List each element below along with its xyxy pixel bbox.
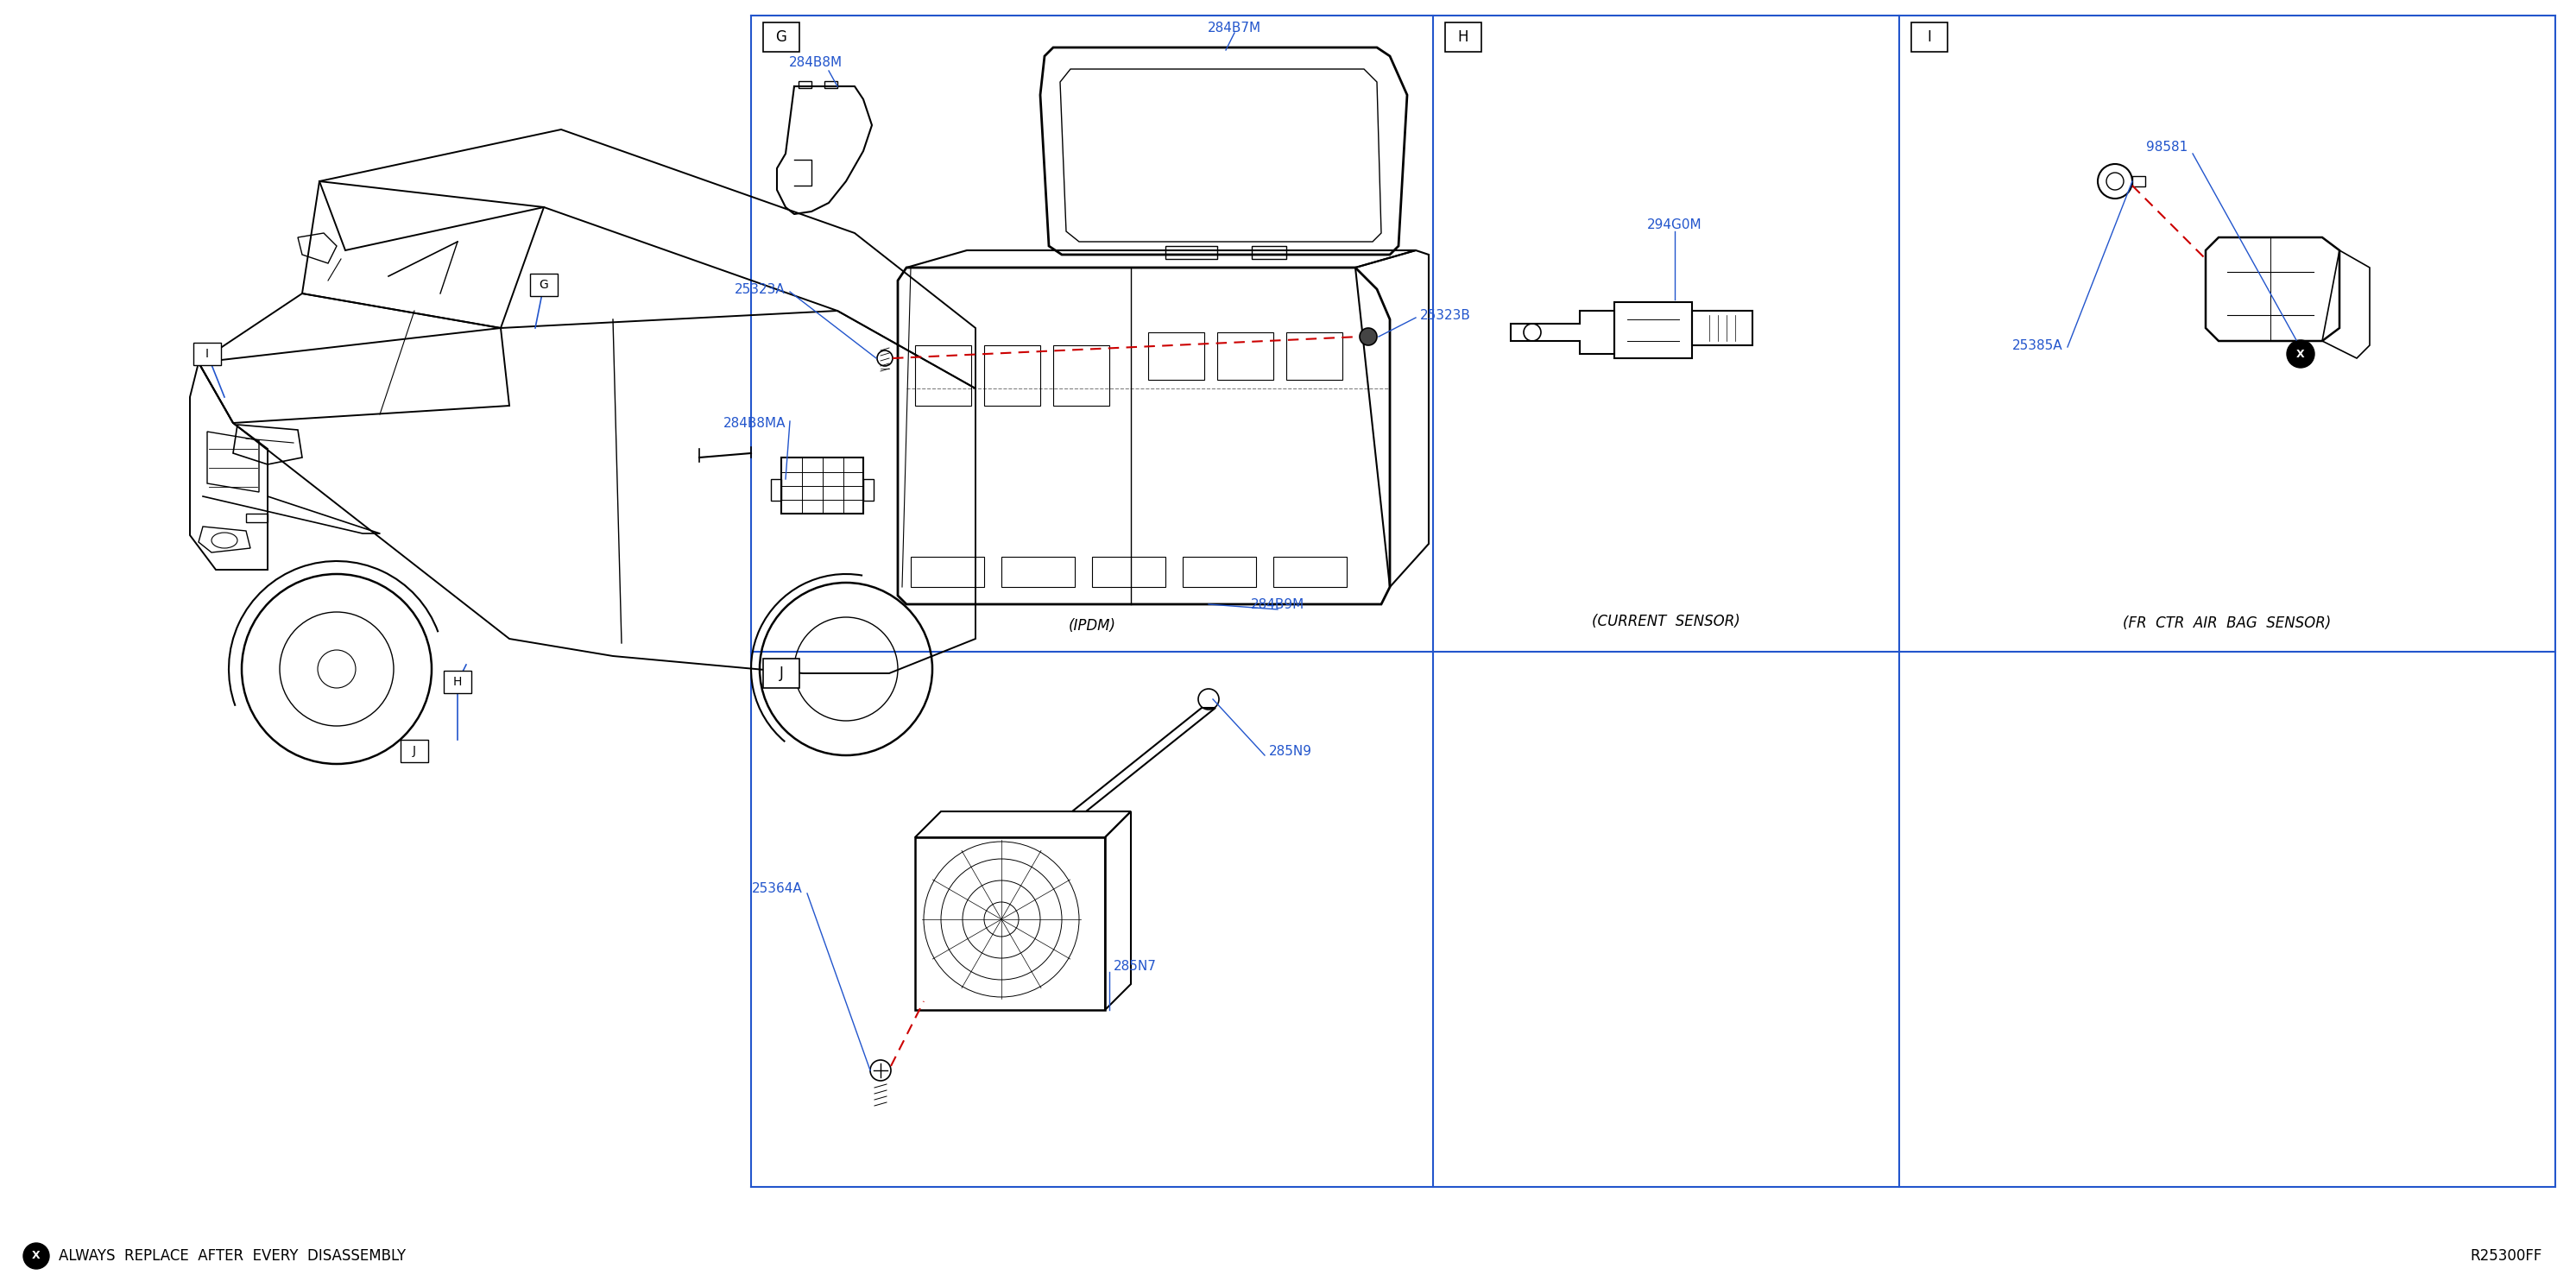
Text: 285N7: 285N7 xyxy=(1113,961,1157,974)
Bar xyxy=(1182,557,1257,587)
Text: 25323A: 25323A xyxy=(734,283,786,296)
Bar xyxy=(247,514,268,523)
Text: H: H xyxy=(1458,29,1468,45)
Text: 25385A: 25385A xyxy=(2012,338,2063,352)
Text: 25323B: 25323B xyxy=(1419,309,1471,322)
Text: I: I xyxy=(1927,29,1932,45)
Text: J: J xyxy=(412,746,417,757)
Bar xyxy=(1149,332,1203,379)
Bar xyxy=(762,658,799,688)
Bar xyxy=(762,23,799,51)
Bar xyxy=(1002,557,1074,587)
Text: 284B8MA: 284B8MA xyxy=(724,416,786,429)
Bar xyxy=(770,479,781,501)
Bar xyxy=(1285,332,1342,379)
Text: (FR  CTR  AIR  BAG  SENSOR): (FR CTR AIR BAG SENSOR) xyxy=(2123,615,2331,632)
Text: 284B9M: 284B9M xyxy=(1252,598,1303,611)
Text: ALWAYS  REPLACE  AFTER  EVERY  DISASSEMBLY: ALWAYS REPLACE AFTER EVERY DISASSEMBLY xyxy=(59,1248,407,1264)
Text: R25300FF: R25300FF xyxy=(2470,1248,2543,1264)
Text: G: G xyxy=(538,279,549,291)
Bar xyxy=(1054,346,1110,406)
Bar xyxy=(799,81,811,88)
Text: (CURRENT  SENSOR): (CURRENT SENSOR) xyxy=(1592,614,1741,629)
Bar xyxy=(824,81,837,88)
Bar xyxy=(1164,246,1218,259)
Text: 25364A: 25364A xyxy=(752,883,804,895)
Bar xyxy=(1252,246,1285,259)
Text: I: I xyxy=(206,348,209,360)
Bar xyxy=(914,838,1105,1009)
Circle shape xyxy=(23,1243,49,1269)
Bar xyxy=(2133,175,2146,187)
Text: 285N9: 285N9 xyxy=(1270,744,1311,757)
Circle shape xyxy=(1360,328,1378,346)
Bar xyxy=(443,671,471,693)
Bar xyxy=(914,346,971,406)
Text: G: G xyxy=(775,29,786,45)
Text: 284B8M: 284B8M xyxy=(788,55,842,69)
Bar xyxy=(1218,332,1273,379)
Text: 294G0M: 294G0M xyxy=(1646,218,1703,231)
Text: (IPDM): (IPDM) xyxy=(1069,617,1115,634)
Text: J: J xyxy=(778,666,783,681)
Text: 284B7M: 284B7M xyxy=(1208,22,1262,35)
Bar xyxy=(1273,557,1347,587)
Text: X: X xyxy=(31,1250,41,1262)
Bar xyxy=(531,274,556,296)
Bar xyxy=(912,557,984,587)
Text: 98581: 98581 xyxy=(2146,141,2187,154)
Bar xyxy=(193,343,222,365)
Text: H: H xyxy=(453,676,461,688)
Bar xyxy=(781,457,863,514)
Text: X: X xyxy=(2295,348,2306,360)
Bar xyxy=(1092,557,1164,587)
Bar xyxy=(399,739,428,762)
Bar xyxy=(863,479,873,501)
Bar xyxy=(1445,23,1481,51)
Circle shape xyxy=(2287,339,2313,368)
Bar xyxy=(1911,23,1947,51)
Bar xyxy=(984,346,1041,406)
